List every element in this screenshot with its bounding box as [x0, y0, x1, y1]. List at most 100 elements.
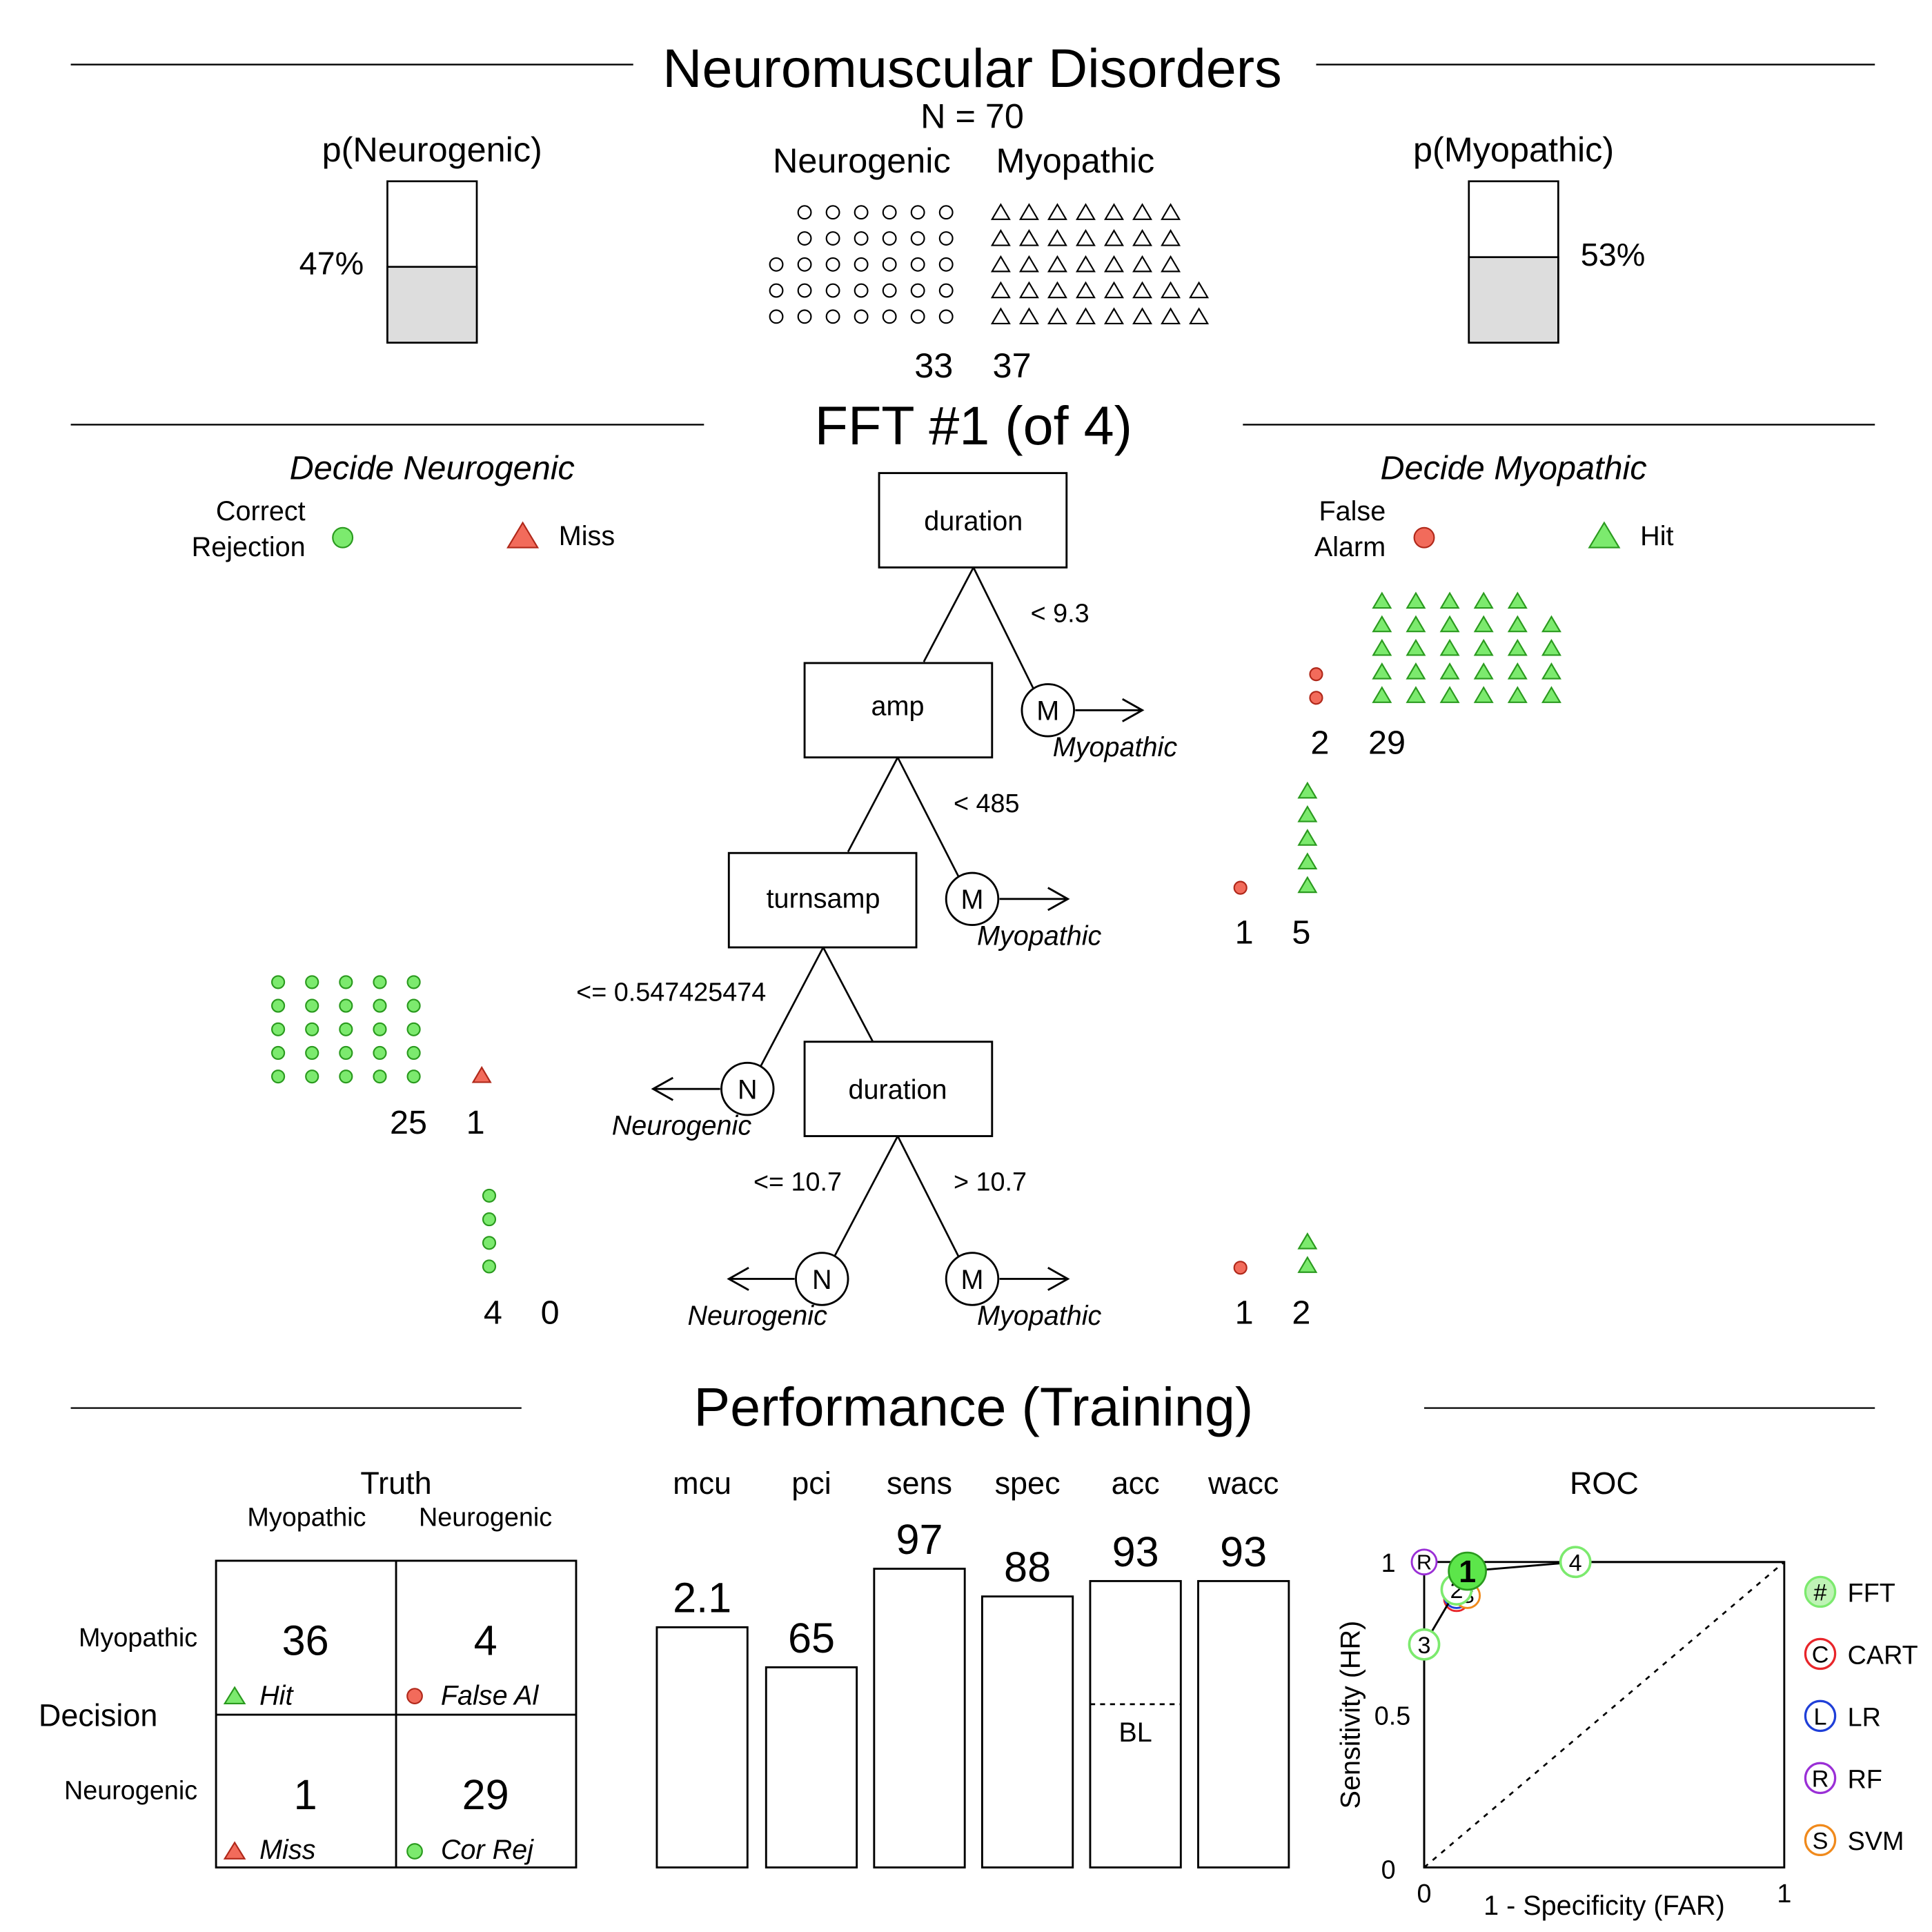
roc-legend-svm: S SVM — [1804, 1824, 1904, 1856]
myopathic-icon — [1075, 307, 1096, 325]
edge-1-right — [972, 566, 1034, 689]
exit-1-hit-icon — [1439, 686, 1460, 703]
node-2-exit-circle — [945, 871, 1000, 927]
myopathic-icon — [990, 229, 1011, 246]
matrix-fa-label: False Al — [441, 1681, 540, 1711]
myopathic-icon — [1047, 307, 1067, 325]
perf-bar-wacc — [1197, 1579, 1290, 1869]
perf-value-wacc: 93 — [1220, 1528, 1267, 1575]
svg-text:SVM: SVM — [1848, 1827, 1904, 1856]
exit-3-correct-rejection-icon — [271, 1045, 286, 1061]
roc-fft-point-3: 3 — [1408, 1628, 1441, 1661]
exit-1-hit-icon — [1541, 638, 1561, 656]
exit-1-hit-icon — [1406, 638, 1426, 656]
node-2-box — [803, 662, 994, 759]
exit-3-correct-rejection-icon — [406, 998, 421, 1013]
perf-category-sens: sens — [887, 1466, 952, 1501]
exit-1-false-alarm-icon — [1309, 691, 1323, 705]
exit-3-correct-rejection-icon — [305, 1045, 319, 1061]
myopathic-icon — [1075, 229, 1096, 246]
node-1-box — [878, 472, 1068, 569]
roc-fft-point-4: 4 — [1559, 1546, 1592, 1579]
exit-3-correct-rejection-icon — [305, 975, 319, 989]
node-4-label: duration — [849, 1075, 947, 1105]
perf-bar-sens — [873, 1568, 966, 1869]
matrix-row-label-1: Myopathic — [79, 1624, 197, 1653]
exit-4r-fa-count: 1 — [1235, 1294, 1254, 1331]
node-1-label: duration — [924, 506, 1023, 536]
class-left-count: 33 — [914, 346, 953, 385]
neurogenic-icon — [769, 309, 784, 324]
exit-4-left-correct-rejection-icon — [482, 1259, 497, 1274]
neurogenic-icon — [910, 257, 925, 272]
myopathic-icon — [1018, 281, 1039, 299]
exit-1-fa-count: 2 — [1310, 724, 1329, 761]
roc-x-tick-1: 1 — [1777, 1880, 1791, 1909]
decide-left-heading: Decide Neurogenic — [290, 450, 575, 487]
roc-x-tick-0: 0 — [1417, 1880, 1432, 1909]
myopathic-icon — [1132, 229, 1153, 246]
legend-miss-icon — [506, 521, 540, 549]
performance-bars: mcu 2.1 pci 65 sens 97 spec 88 acc 93 BL wacc 93 — [656, 1466, 1290, 1869]
exit-1-hit-icon — [1541, 686, 1561, 703]
myopathic-icon — [1018, 203, 1039, 220]
legend-hit-icon — [1588, 521, 1621, 549]
myopathic-icon — [990, 255, 1011, 273]
exit-1-hit-icon — [1372, 662, 1392, 680]
node-3-box — [727, 851, 918, 949]
neurogenic-icon — [854, 205, 869, 220]
neurogenic-icon — [882, 283, 897, 298]
neurogenic-icon — [825, 283, 840, 298]
exit-4-right-hit-icon — [1297, 1232, 1318, 1250]
svg-text:RF: RF — [1848, 1765, 1882, 1794]
exit-1-hit-icon — [1406, 662, 1426, 680]
neurogenic-icon — [938, 309, 954, 324]
exit-3-correct-rejection-icon — [339, 975, 353, 989]
exit-3-correct-rejection-icon — [373, 975, 387, 989]
exit-1-hit-icon — [1372, 615, 1392, 633]
matrix-fa-value: 4 — [474, 1617, 497, 1664]
svg-text:C: C — [1812, 1642, 1829, 1668]
svg-text:R: R — [1812, 1766, 1829, 1792]
node-2-cue: < 485 — [954, 789, 1020, 818]
exit-1-hit-icon — [1473, 638, 1494, 656]
myopathic-icon-array — [990, 203, 1210, 325]
matrix-miss-value: 1 — [294, 1771, 317, 1818]
exit-3-correct-rejection-icon — [305, 1022, 319, 1036]
exit-4-left-correct-rejection-icon — [482, 1188, 497, 1203]
svg-text:R: R — [1417, 1551, 1432, 1575]
exit-4l-miss-count: 0 — [541, 1294, 560, 1331]
node-4-cue-right: > 10.7 — [954, 1168, 1027, 1197]
exit-3-miss-icon — [471, 1065, 492, 1083]
myopathic-icon — [1018, 255, 1039, 273]
myopathic-icon — [1104, 229, 1124, 246]
exit-2-hit-icon — [1297, 829, 1318, 846]
neurogenic-icon — [910, 231, 925, 246]
matrix-hit-value: 36 — [282, 1617, 329, 1664]
legend-miss-label: Miss — [559, 521, 615, 551]
myopathic-icon — [1161, 307, 1181, 325]
perf-value-acc: 93 — [1112, 1528, 1159, 1575]
exit-1-hit-icon — [1439, 615, 1460, 633]
performance-title: Performance (Training) — [693, 1376, 1253, 1437]
exit-3-correct-rejection-icon — [339, 1022, 353, 1036]
myopathic-icon — [990, 307, 1011, 325]
perf-category-wacc: wacc — [1208, 1466, 1279, 1501]
myopathic-icon — [1047, 281, 1067, 299]
neurogenic-icon — [797, 257, 812, 272]
svg-text:CART: CART — [1848, 1641, 1918, 1670]
node-4-exit-left-symbol: N — [812, 1265, 832, 1295]
exit-1-hit-icon — [1406, 686, 1426, 703]
exit-1-hit-icon — [1507, 591, 1528, 609]
exit-4-left-correct-rejection-icon — [482, 1236, 497, 1250]
exit-3-correct-rejection-icon — [305, 998, 319, 1013]
exit-3-correct-rejection-icon — [339, 1045, 353, 1061]
exit-1-hit-icon — [1473, 662, 1494, 680]
node-3-exit-symbol: N — [738, 1075, 758, 1105]
neurogenic-icon — [938, 205, 954, 220]
myopathic-icon — [1104, 203, 1124, 220]
perf-category-spec: spec — [995, 1466, 1061, 1501]
exit-4-right-false-alarm-icon — [1233, 1261, 1248, 1275]
exit-3-cr-count: 25 — [390, 1104, 427, 1141]
myopathic-icon — [1161, 255, 1181, 273]
